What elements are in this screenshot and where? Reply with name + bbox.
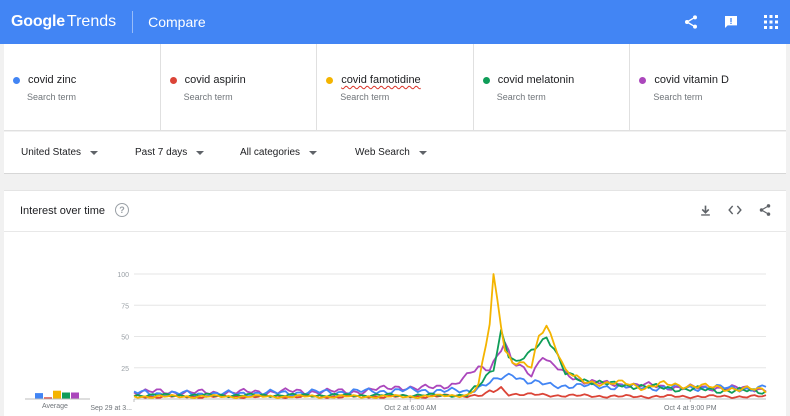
search-term-3[interactable]: covid famotidine Search term: [317, 44, 474, 130]
search-term-4[interactable]: covid melatonin Search term: [474, 44, 631, 130]
interest-over-time-chart: 100 75 50 25 Sep 29 at 3... Oct 2 at 6:00 AM O…: [25, 272, 767, 412]
chevron-down-icon: [196, 150, 205, 155]
search-type-value: Web Search: [355, 147, 410, 158]
search-term-type: Search term: [340, 92, 390, 102]
y-tick-label: 50: [121, 335, 129, 342]
search-term-name: covid zinc: [28, 74, 77, 86]
series-dot-yellow: [326, 76, 334, 84]
search-type-dropdown[interactable]: Web Search: [355, 147, 427, 158]
search-term-type: Search term: [653, 92, 703, 102]
y-tick-label: 100: [117, 272, 129, 279]
share-icon[interactable]: [682, 13, 700, 31]
logo-google-text: Google: [11, 13, 65, 30]
average-bar: [44, 397, 52, 399]
x-tick-label: Sep 29 at 3...: [90, 405, 132, 412]
filter-bar: United States Past 7 days All categories…: [4, 132, 786, 174]
series-dot-red: [169, 76, 177, 84]
search-term-type: Search term: [27, 92, 77, 102]
y-tick-label: 25: [121, 366, 129, 373]
x-tick-label: Oct 4 at 9:00 PM: [664, 405, 717, 412]
average-bar: [71, 392, 79, 399]
share-icon[interactable]: [758, 203, 772, 217]
search-term-2[interactable]: covid aspirin Search term: [161, 44, 318, 130]
card-actions: [698, 203, 772, 217]
region-dropdown[interactable]: United States: [21, 147, 99, 158]
header-actions: [682, 0, 780, 44]
series-dot-purple: [639, 76, 647, 84]
average-bar: [53, 390, 61, 399]
google-trends-logo[interactable]: Google Trends: [11, 13, 116, 31]
chevron-down-icon: [309, 150, 318, 155]
search-term-name: covid famotidine: [341, 74, 421, 86]
page-title: Compare: [148, 14, 206, 30]
search-term-name: covid aspirin: [184, 74, 246, 86]
feedback-icon[interactable]: [722, 13, 740, 31]
time-range-value: Past 7 days: [135, 147, 188, 158]
series-line-covid-famotidine: [133, 273, 767, 400]
search-term-name: covid vitamin D: [654, 74, 729, 86]
category-value: All categories: [240, 147, 301, 158]
series-dot-green: [482, 76, 490, 84]
y-tick-label: 75: [121, 303, 129, 310]
interest-over-time-card: Interest over time ? 100 75 50 25 Sep 29 at …: [4, 190, 786, 416]
embed-code-icon[interactable]: [728, 203, 742, 217]
category-dropdown[interactable]: All categories: [240, 147, 318, 158]
top-app-bar: Google Trends Compare: [0, 0, 790, 44]
x-tick-label: Oct 2 at 6:00 AM: [384, 405, 436, 412]
average-bar: [62, 392, 70, 399]
series-line-covid-vitamin-d: [133, 341, 767, 397]
series-dot-blue: [13, 76, 20, 84]
download-icon[interactable]: [698, 203, 712, 217]
card-divider: [4, 231, 786, 232]
search-term-1[interactable]: covid zinc Search term: [4, 44, 161, 130]
time-range-dropdown[interactable]: Past 7 days: [135, 147, 205, 158]
help-icon[interactable]: ?: [115, 203, 129, 217]
region-value: United States: [21, 147, 82, 158]
search-term-name: covid melatonin: [497, 74, 575, 86]
chevron-down-icon: [90, 150, 99, 155]
logo-trends-text: Trends: [66, 13, 117, 30]
search-terms-bar: covid zinc Search term covid aspirin Sea…: [4, 44, 786, 131]
chevron-down-icon: [418, 150, 427, 155]
average-label: Average: [42, 403, 68, 410]
search-term-5[interactable]: covid vitamin D Search term: [630, 44, 786, 130]
card-title: Interest over time: [20, 205, 105, 217]
header-divider: [132, 11, 134, 33]
apps-grid-icon[interactable]: [762, 13, 780, 31]
average-bar: [35, 393, 43, 399]
search-term-type: Search term: [496, 92, 546, 102]
search-term-type: Search term: [183, 92, 233, 102]
